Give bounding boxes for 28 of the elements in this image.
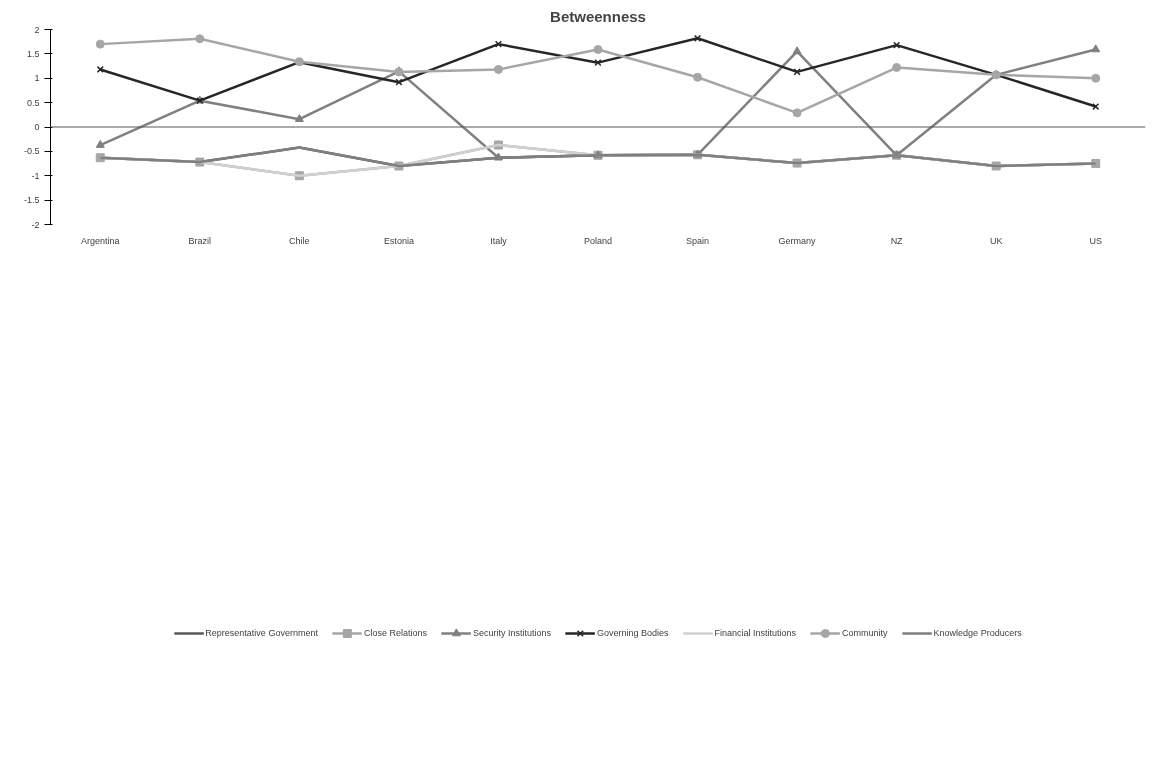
x-tick-label: Chile <box>289 235 310 246</box>
x-tick-label: Italy <box>490 235 508 246</box>
x-tick-label: NZ <box>890 235 904 246</box>
y-tick-label: 1.5 <box>26 48 40 59</box>
legend-label: Financial Institutions <box>714 628 797 638</box>
y-tick-label: -1 <box>31 170 40 181</box>
y-tick-label: -0.5 <box>23 146 40 157</box>
x-tick-label: Estonia <box>383 235 414 246</box>
legend-label: Community <box>842 628 888 638</box>
legend-label: Close Relations <box>363 628 427 638</box>
x-tick-label: Spain <box>686 235 710 246</box>
y-tick-label: -2 <box>31 219 40 230</box>
legend-label: Security Institutions <box>472 628 551 638</box>
legend-label: Knowledge Producers <box>933 628 1022 638</box>
y-tick-label: 0 <box>34 122 40 132</box>
y-tick-label: 0.5 <box>26 97 40 108</box>
x-tick-label: UK <box>989 235 1003 246</box>
y-tick-label: -1.5 <box>23 195 40 206</box>
x-tick-label: Poland <box>583 235 613 246</box>
legend-label: Representative Government <box>205 628 318 638</box>
y-tick-label: 2 <box>34 24 40 35</box>
x-tick-label: US <box>1089 235 1102 246</box>
x-tick-label: Argentina <box>81 235 120 246</box>
chart-title: Betweenness <box>550 7 646 25</box>
y-tick-label: 1 <box>34 73 40 84</box>
x-tick-label: Germany <box>778 235 817 246</box>
x-tick-label: Brazil <box>188 235 212 246</box>
legend-label: Governing Bodies <box>596 628 669 638</box>
